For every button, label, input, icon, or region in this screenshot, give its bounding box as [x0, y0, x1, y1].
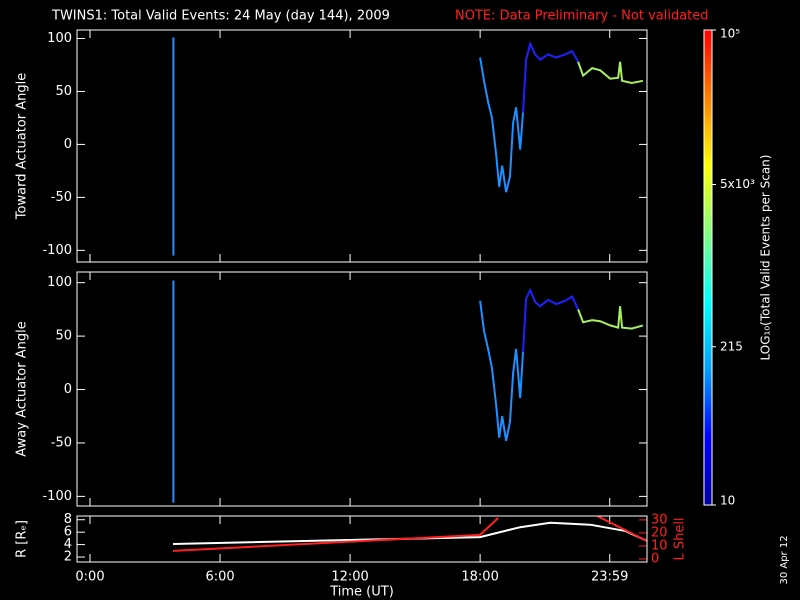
y-tick-label: 2 [64, 550, 72, 565]
data-line [522, 40, 579, 113]
data-line [479, 300, 524, 441]
x-tick-label: 6:00 [205, 570, 234, 585]
data-line [577, 61, 644, 85]
y-tick-label: 0 [64, 137, 72, 152]
y-tick-label: 4 [64, 537, 72, 552]
y2-tick-label: 30 [651, 512, 668, 527]
y-tick-label: 100 [47, 31, 72, 46]
y-axis-label: Toward Actuator Angle [15, 73, 30, 220]
y-tick-label: -50 [51, 190, 72, 205]
plot-frame [76, 271, 648, 507]
colorbar-tick-label: 10 [720, 494, 735, 508]
y-axis-label: Away Actuator Angle [15, 321, 30, 456]
y-tick-label: 50 [55, 329, 72, 344]
chart-title: TWINS1: Total Valid Events: 24 May (day … [51, 9, 390, 24]
colorbar-label: LOG₁₀(Total Valid Events per Scan) [759, 155, 773, 361]
colorbar-tick-label: 5x10³ [720, 177, 755, 191]
y-axis-label: R [Rₑ] [15, 520, 30, 558]
x-axis-label: Time (UT) [329, 585, 394, 600]
colorbar [703, 29, 713, 506]
y-tick-label: 8 [64, 512, 72, 527]
y-tick-label: -100 [42, 243, 72, 258]
x-tick-label: 18:00 [461, 570, 498, 585]
x-tick-label: 23:59 [591, 570, 628, 585]
plot-frame [76, 515, 648, 563]
y2-tick-label: 0 [651, 552, 659, 567]
x-tick-label: 12:00 [331, 570, 368, 585]
y2-axis-label: L Shell [673, 517, 688, 560]
y-tick-label: -100 [42, 489, 72, 504]
y-tick-label: -50 [51, 435, 72, 450]
plot-frame [76, 29, 648, 263]
data-line [577, 306, 644, 330]
x-tick-label: 0:00 [75, 570, 104, 585]
colorbar-tick-label: 10⁵ [720, 27, 740, 41]
y-tick-label: 0 [64, 382, 72, 397]
y-tick-label: 50 [55, 84, 72, 99]
data-line [479, 57, 524, 193]
y-tick-label: 6 [64, 525, 72, 540]
data-line [172, 516, 647, 552]
y2-tick-label: 20 [651, 525, 668, 540]
note: NOTE: Data Preliminary - Not validated [455, 9, 709, 24]
y-tick-label: 100 [47, 275, 72, 290]
data-line [522, 287, 580, 353]
colorbar-tick-label: 215 [720, 339, 743, 353]
date-stamp: 30 Apr 12 [779, 535, 790, 584]
y2-tick-label: 10 [651, 538, 668, 553]
